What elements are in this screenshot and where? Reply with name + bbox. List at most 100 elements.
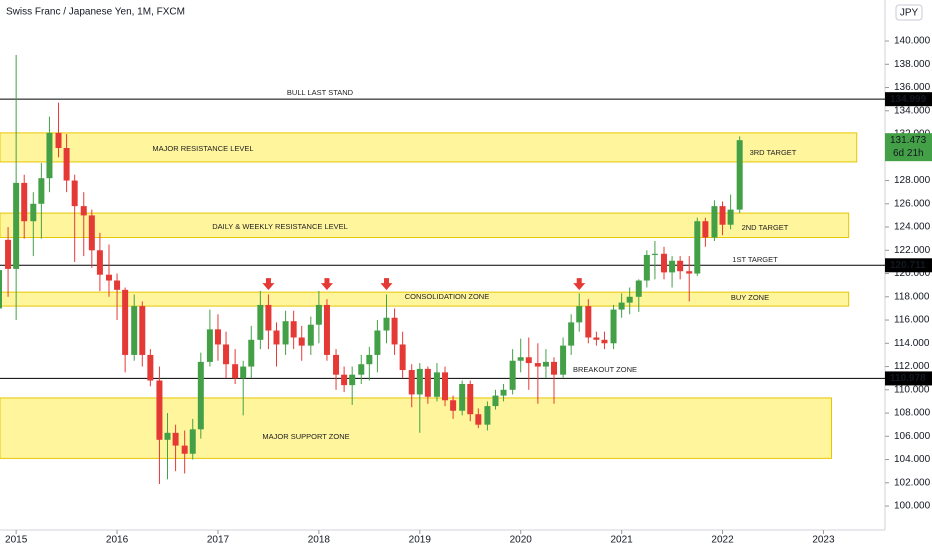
level-label: BULL LAST STAND: [287, 88, 354, 97]
candle-body: [114, 280, 121, 290]
price-label-bg: [885, 258, 932, 273]
candle-body: [542, 361, 549, 367]
candle-body: [164, 432, 171, 440]
candle-body: [46, 132, 53, 179]
candle-body: [383, 317, 390, 331]
candle-body: [677, 260, 684, 272]
zone-label: DAILY & WEEKLY RESISTANCE LEVEL: [212, 222, 348, 231]
candle-body: [626, 296, 633, 303]
arrow: [320, 278, 333, 291]
candle-body: [669, 260, 676, 273]
chart-title: Swiss Franc / Japanese Yen, 1M, FXCM: [6, 7, 185, 18]
candle-body: [467, 383, 474, 415]
x-tick-label: 2018: [308, 535, 331, 546]
price-label: 134.999: [890, 94, 927, 105]
candle-body: [96, 250, 103, 275]
annotation: 1ST TARGET: [732, 255, 778, 264]
candle-body: [610, 309, 617, 344]
x-tick-label: 2015: [5, 535, 28, 546]
y-tick-label: 116.000: [894, 315, 930, 326]
candle-body: [576, 306, 583, 323]
candle-body: [290, 321, 297, 338]
x-tick-label: 2021: [610, 535, 633, 546]
countdown: 6d 21h: [893, 148, 924, 159]
candle-body: [282, 321, 289, 345]
candle-body: [391, 317, 398, 345]
candle-body: [248, 339, 255, 367]
candle-body: [560, 345, 567, 375]
price-label-bg: [885, 371, 932, 386]
candle-body: [374, 330, 381, 355]
annotation: 2ND TARGET: [742, 223, 789, 232]
y-tick-label: 108.000: [894, 408, 931, 419]
arrow: [262, 278, 275, 291]
candle-body: [702, 221, 709, 238]
candle-body: [534, 363, 541, 367]
candle-body: [593, 337, 600, 340]
candle-body: [206, 329, 213, 362]
x-tick-label: 2019: [409, 535, 432, 546]
candle-body: [349, 374, 356, 386]
candle-body: [509, 360, 516, 390]
candle-body: [727, 209, 734, 225]
arrow: [380, 278, 393, 291]
candle-body: [475, 414, 482, 425]
candle-body: [635, 280, 642, 297]
candle-body: [156, 380, 163, 440]
candle-body: [232, 364, 239, 379]
candle-body: [433, 372, 440, 397]
y-tick-label: 114.000: [894, 338, 930, 349]
last-price: 131.473: [890, 135, 927, 146]
candle-body: [585, 306, 592, 338]
candle-body: [5, 239, 12, 269]
candle-body: [408, 370, 415, 395]
candle-body: [105, 274, 112, 281]
candle-body: [500, 389, 507, 396]
candle-body: [358, 364, 365, 375]
y-tick-label: 126.000: [894, 198, 931, 209]
y-tick-label: 118.000: [894, 291, 930, 302]
candle-body: [257, 304, 264, 340]
candle-body: [525, 357, 532, 364]
candle-body: [686, 271, 693, 274]
price-label: 120.711: [890, 260, 926, 271]
candle-body: [223, 344, 230, 365]
candle-body: [484, 406, 491, 425]
y-tick-label: 112.000: [894, 361, 930, 372]
candle-body: [30, 203, 37, 222]
price-label: 110.978: [890, 373, 926, 384]
candle-body: [618, 302, 625, 310]
candle-body: [459, 383, 466, 411]
candle-body: [366, 354, 373, 365]
annotation: 3RD TARGET: [750, 148, 797, 157]
candle-body: [736, 140, 743, 210]
candle-body: [341, 374, 348, 386]
y-tick-label: 136.000: [894, 82, 931, 93]
candle-body: [55, 132, 62, 148]
candle-body: [197, 361, 204, 430]
candle-body: [189, 429, 196, 454]
candle-body: [131, 306, 138, 355]
candle-body: [601, 339, 608, 344]
annotation: BREAKOUT ZONE: [573, 365, 637, 374]
candle-body: [399, 344, 406, 371]
candle-body: [307, 324, 314, 346]
candle-body: [694, 221, 701, 274]
y-tick-label: 104.000: [894, 454, 931, 465]
candle-body: [21, 182, 28, 222]
candle-body: [240, 366, 247, 379]
zone-label: MAJOR SUPPORT ZONE: [262, 432, 349, 441]
candle-body: [172, 432, 179, 446]
y-tick-label: 110.000: [894, 384, 930, 395]
candle-body: [517, 357, 524, 361]
candle-body: [265, 304, 272, 331]
candle-body: [181, 445, 188, 454]
candle-body: [651, 253, 658, 255]
zone-label: CONSOLIDATION ZONE: [405, 292, 489, 301]
candle-body: [450, 400, 457, 411]
candle-body: [492, 395, 499, 407]
candle-body: [13, 182, 20, 269]
currency-label: JPY: [900, 8, 919, 19]
zone: [0, 397, 833, 459]
